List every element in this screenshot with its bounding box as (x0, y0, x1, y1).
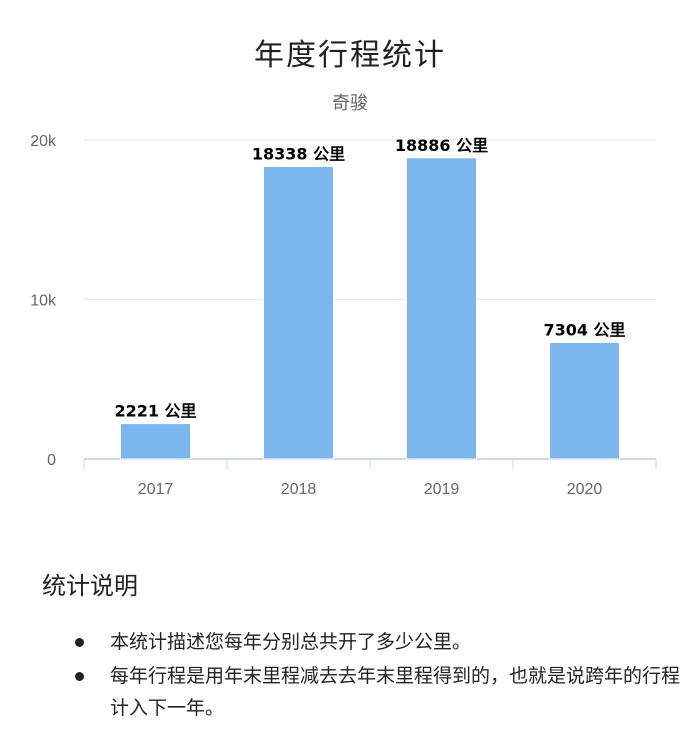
bullet-icon (75, 638, 84, 647)
y-tick-label: 20k (30, 133, 57, 150)
note-item: 每年行程是用年末里程减去去年末里程得到的，也就是说跨年的行程计入下一年。 (75, 660, 681, 724)
notes-list: 本统计描述您每年分别总共开了多少公里。 每年行程是用年末里程减去去年末里程得到的… (75, 626, 681, 726)
y-tick-label: 0 (47, 452, 56, 469)
chart-title: 年度行程统计 (254, 38, 446, 73)
bar (263, 166, 334, 460)
x-tick-label: 2017 (138, 481, 174, 498)
note-item: 本统计描述您每年分别总共开了多少公里。 (75, 626, 680, 658)
bar (549, 342, 620, 460)
note-text: 本统计描述您每年分别总共开了多少公里。 (110, 631, 472, 653)
bar (406, 157, 477, 460)
data-label: 18338 公里 (252, 145, 345, 164)
data-label: 2221 公里 (114, 402, 196, 421)
bullet-icon (75, 672, 84, 681)
note-text: 每年行程是用年末里程减去去年末里程得到的，也就是说跨年的行程计入下一年。 (110, 665, 681, 719)
bar (120, 423, 191, 460)
x-tick-label: 2018 (281, 481, 317, 498)
x-tick-label: 2020 (567, 481, 603, 498)
data-label: 18886 公里 (395, 136, 488, 155)
chart-subtitle: 奇骏 (332, 93, 368, 114)
x-tick-label: 2019 (424, 481, 460, 498)
bar-chart: 0 10k 20k 2221 公里 2017 18338 公里 2018 18886 公里 20… (30, 133, 657, 498)
y-tick-label: 10k (30, 293, 57, 310)
data-label: 7304 公里 (543, 321, 625, 340)
section-heading: 统计说明 (42, 572, 138, 600)
